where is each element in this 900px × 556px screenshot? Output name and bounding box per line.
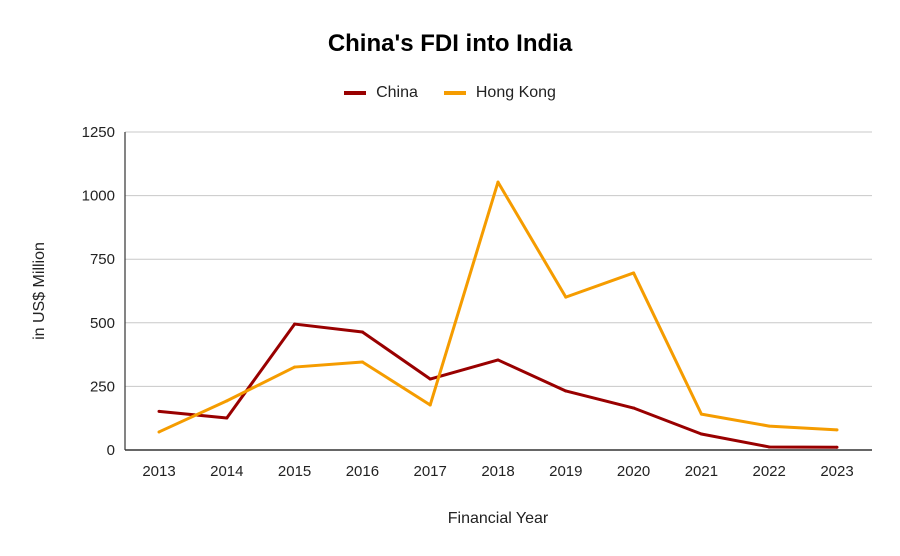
data-point	[632, 406, 636, 410]
legend-swatch-hong-kong	[443, 91, 466, 95]
x-axis-label: Financial Year	[448, 510, 549, 527]
data-point	[632, 271, 636, 275]
legend-label-hong-kong: Hong Kong	[475, 84, 556, 101]
data-point	[496, 180, 500, 184]
data-point	[157, 430, 161, 434]
x-tick-label: 2020	[617, 463, 650, 480]
y-tick-label: 1250	[82, 124, 115, 141]
data-point	[835, 428, 839, 432]
legend-swatch-china	[344, 91, 367, 95]
data-point	[293, 322, 297, 326]
data-point	[225, 399, 229, 403]
x-tick-label: 2018	[481, 463, 514, 480]
data-point	[360, 330, 364, 334]
data-point	[699, 412, 703, 416]
legend-item-china: China	[344, 84, 418, 102]
data-point	[293, 365, 297, 369]
y-tick-label: 250	[90, 378, 115, 395]
data-point	[835, 445, 839, 449]
x-tick-label: 2023	[820, 463, 853, 480]
x-tick-label: 2015	[278, 463, 311, 480]
data-point	[564, 389, 568, 393]
data-point	[767, 445, 771, 449]
y-tick-label: 750	[90, 251, 115, 268]
data-point	[564, 295, 568, 299]
x-tick-label: 2022	[753, 463, 786, 480]
x-tick-label: 2021	[685, 463, 718, 480]
legend-item-hong-kong: Hong Kong	[443, 84, 556, 102]
y-tick-label: 1000	[82, 188, 115, 205]
x-tick-label: 2016	[346, 463, 379, 480]
x-tick-label: 2019	[549, 463, 582, 480]
y-axis-label: in US$ Million	[31, 242, 48, 340]
data-point	[767, 424, 771, 428]
data-point	[157, 409, 161, 413]
data-point	[496, 358, 500, 362]
data-point	[360, 360, 364, 364]
legend: China Hong Kong	[0, 84, 900, 102]
data-point	[428, 377, 432, 381]
x-tick-label: 2014	[210, 463, 243, 480]
y-tick-label: 500	[90, 315, 115, 332]
y-tick-label: 0	[107, 442, 115, 459]
data-point	[428, 403, 432, 407]
x-tick-label: 2013	[142, 463, 175, 480]
legend-label-china: China	[376, 84, 418, 101]
series-line-hong-kong	[158, 180, 838, 434]
data-point	[699, 432, 703, 436]
chart-title: China's FDI into India	[327, 30, 573, 57]
data-point	[225, 416, 229, 420]
x-tick-label: 2017	[414, 463, 447, 480]
